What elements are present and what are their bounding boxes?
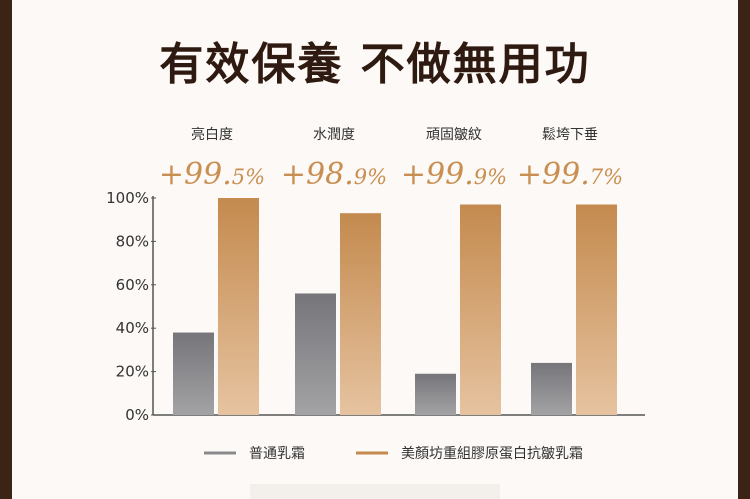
bar-product-1 [340, 213, 381, 415]
improvement-main: +98. [281, 157, 354, 192]
category-label: 亮白度 [191, 126, 233, 143]
bar-regular-2 [415, 373, 456, 415]
category-label: 水潤度 [313, 127, 355, 143]
y-tick-label: 80% [116, 232, 149, 250]
category-label: 頑固皺紋 [426, 127, 482, 143]
y-tick-label: 20% [116, 363, 149, 381]
improvement-decimal: 7% [590, 165, 623, 189]
category-label: 鬆垮下垂 [542, 127, 598, 143]
bar-product-3 [576, 204, 617, 415]
y-tick-label: 40% [116, 319, 149, 337]
improvement-main: +99. [401, 157, 474, 192]
y-tick-label: 100% [106, 189, 149, 207]
y-tick-label: 60% [116, 276, 149, 294]
improvement-label: +99.7% [517, 157, 623, 192]
legend-label: 美顏坊重組膠原蛋白抗皺乳霜 [401, 445, 583, 462]
bar-regular-3 [531, 362, 572, 415]
improvement-label: +98.9% [281, 157, 387, 192]
footer-shade [250, 484, 500, 499]
y-tick-label: 0% [125, 406, 149, 424]
improvement-main: +99. [159, 157, 232, 192]
legend-label: 普通乳霜 [249, 446, 305, 462]
improvement-decimal: 5% [232, 165, 265, 189]
improvement-label: +99.9% [401, 157, 507, 192]
bar-product-0 [218, 198, 259, 415]
page-title: 有效保養 不做無用功 [159, 39, 591, 90]
improvement-decimal: 9% [354, 165, 387, 189]
improvement-decimal: 9% [474, 165, 507, 189]
bar-product-2 [460, 204, 501, 415]
improvement-main: +99. [517, 157, 590, 192]
bar-regular-1 [295, 293, 336, 415]
improvement-label: +99.5% [159, 157, 265, 192]
bar-regular-0 [173, 332, 214, 415]
